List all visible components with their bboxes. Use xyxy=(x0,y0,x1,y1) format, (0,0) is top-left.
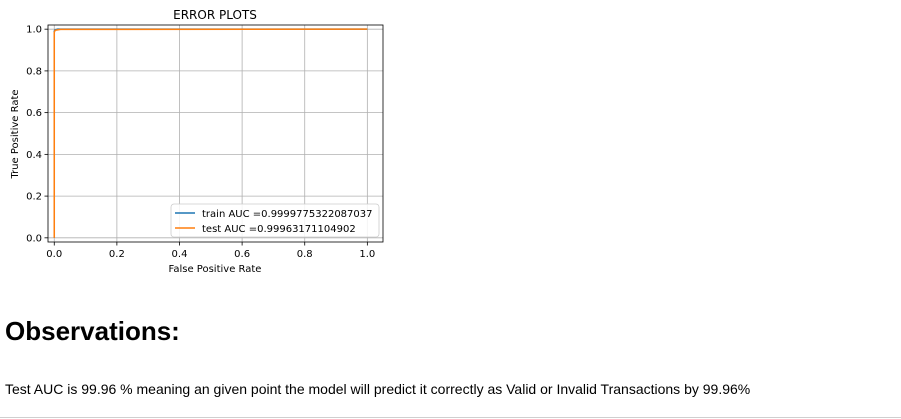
observations-heading: Observations: xyxy=(5,316,180,346)
y-tick-label: 0.6 xyxy=(26,108,42,119)
axis-ticks: 0.0 0.2 0.4 0.6 0.8 1.0 0.0 0.2 0.4 0.6 0.8 1.0 xyxy=(26,25,375,260)
legend-label-test: test AUC =0.99963171104902 xyxy=(202,224,356,235)
x-tick-label: 0.4 xyxy=(172,249,188,260)
x-tick-label: 0.6 xyxy=(234,249,250,260)
series-lines xyxy=(53,28,368,238)
bottom-divider xyxy=(0,417,901,418)
y-tick-label: 1.0 xyxy=(26,25,42,36)
observations-text: Test AUC is 99.96 % meaning an given poi… xyxy=(5,381,751,397)
chart-title: ERROR PLOTS xyxy=(173,8,257,22)
roc-chart: ERROR PLOTS 0.0 0.2 0.4 0.6 0.8 1.0 0.0 0.2 0.4 0… xyxy=(0,0,400,285)
legend-label-train: train AUC =0.9999775322087037 xyxy=(202,209,373,220)
x-tick-label: 1.0 xyxy=(359,249,375,260)
chart-legend: train AUC =0.9999775322087037 test AUC =… xyxy=(170,203,380,238)
roc-chart-svg: ERROR PLOTS 0.0 0.2 0.4 0.6 0.8 1.00.00.20.40… xyxy=(10,8,384,275)
x-tick-label: 0.8 xyxy=(297,249,313,260)
plot-area-frame xyxy=(47,24,384,243)
y-tick-label: 0.8 xyxy=(26,66,42,77)
x-tick-label: 0.2 xyxy=(109,249,125,260)
x-tick-label: 0.0 xyxy=(46,249,62,260)
y-tick-label: 0.4 xyxy=(26,150,42,161)
series-line-1 xyxy=(53,28,368,238)
x-axis-label: False Positive Rate xyxy=(169,264,262,275)
y-tick-label: 0.2 xyxy=(26,192,42,203)
y-axis-label: True Positive Rate xyxy=(10,89,21,179)
y-tick-label: 0.0 xyxy=(26,233,42,244)
legend-box xyxy=(170,203,380,238)
